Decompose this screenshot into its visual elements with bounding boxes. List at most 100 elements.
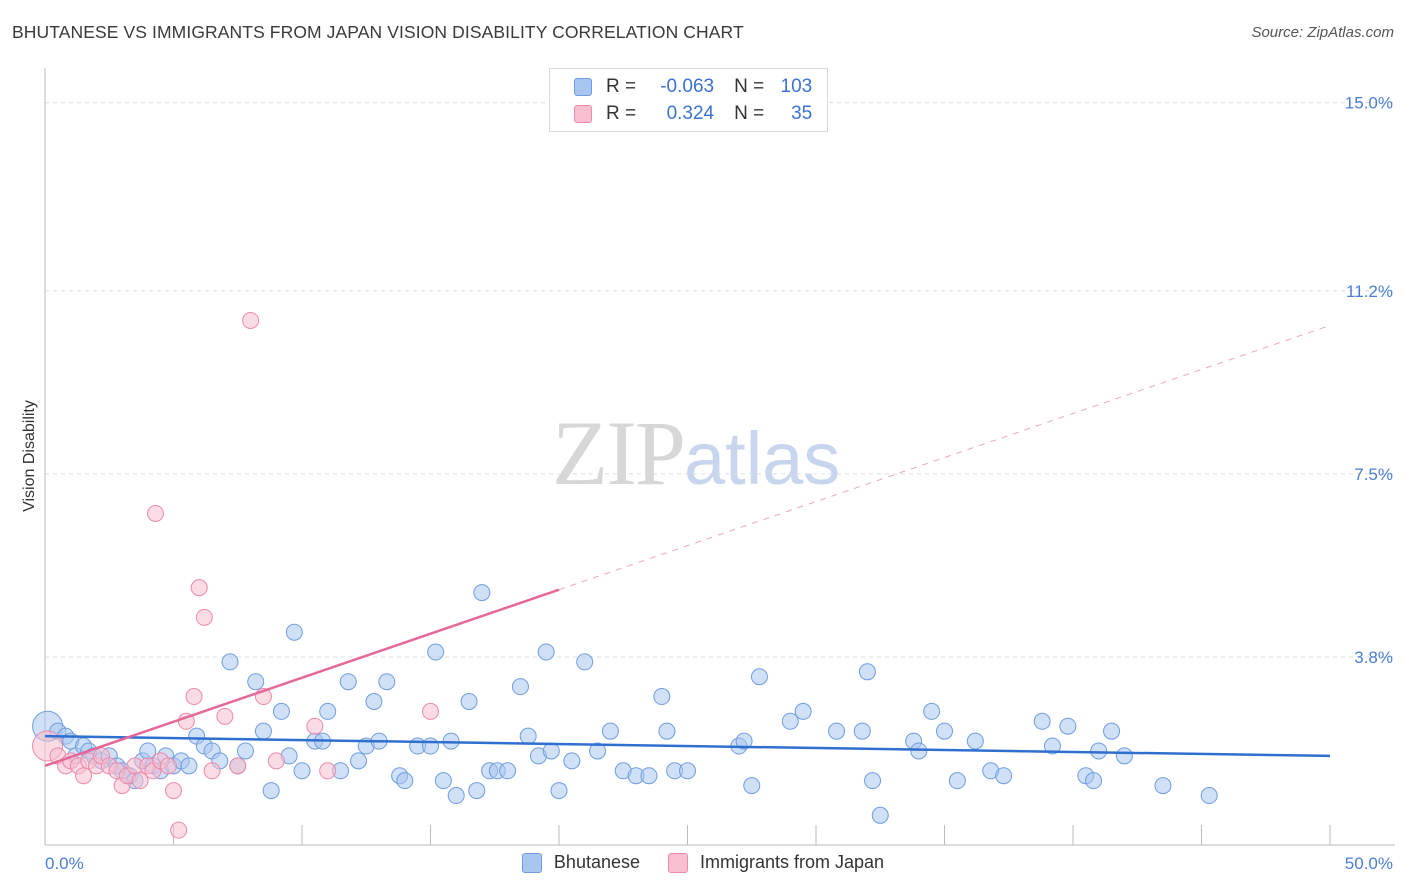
legend-n-value: 103 bbox=[780, 76, 813, 97]
bhutanese-point bbox=[427, 643, 445, 661]
bhutanese-point bbox=[781, 712, 799, 730]
bhutanese-point bbox=[936, 722, 953, 740]
bhutanese-point bbox=[640, 767, 658, 785]
bhutanese-point bbox=[434, 772, 452, 790]
bhutanese-point bbox=[180, 757, 198, 775]
bhutanese-point bbox=[499, 762, 517, 780]
bhutanese-point bbox=[236, 742, 254, 760]
bhutanese-point bbox=[743, 777, 761, 795]
bhutanese-point bbox=[948, 772, 966, 790]
bhutanese-point bbox=[750, 668, 768, 686]
bhutanese-point bbox=[460, 692, 478, 710]
bhutanese-point bbox=[519, 727, 537, 745]
y-tick-label: 15.0% bbox=[1345, 94, 1393, 113]
bhutanese-point bbox=[1200, 787, 1218, 805]
bhutanese-point bbox=[422, 737, 439, 755]
bhutanese-point bbox=[350, 752, 368, 770]
japan-point bbox=[267, 752, 285, 770]
bhutanese-point bbox=[1154, 777, 1172, 795]
legend-swatch-bhutanese bbox=[574, 78, 592, 96]
japan-point bbox=[195, 608, 213, 626]
bhutanese-point bbox=[828, 722, 846, 740]
bhutanese-point bbox=[1043, 737, 1061, 755]
bhutanese-point bbox=[576, 653, 594, 671]
legend-r-value: 0.324 bbox=[666, 103, 715, 124]
japan-point bbox=[185, 688, 203, 706]
bhutanese-point bbox=[923, 702, 941, 720]
bhutanese-point bbox=[853, 722, 871, 740]
bhutanese-point bbox=[589, 742, 607, 760]
bhutanese-point bbox=[247, 673, 265, 691]
stats-legend: R = -0.063 N = 103 R = 0.324 N = 35 bbox=[549, 68, 828, 132]
bhutanese-point bbox=[794, 702, 812, 720]
bhutanese-point bbox=[378, 673, 396, 691]
bhutanese-point bbox=[272, 702, 290, 720]
bhutanese-point bbox=[601, 722, 619, 740]
japan-point bbox=[75, 767, 93, 785]
watermark-zip: ZIP bbox=[552, 402, 686, 504]
legend-r-label: R = bbox=[606, 103, 637, 124]
japan-point bbox=[170, 821, 188, 839]
bhutanese-point bbox=[319, 702, 337, 720]
bhutanese-point bbox=[966, 732, 984, 750]
japan-point bbox=[203, 762, 221, 780]
japan-trendline-extension bbox=[558, 324, 1331, 591]
bhutanese-point bbox=[910, 742, 928, 760]
legend-r-value: -0.063 bbox=[660, 76, 715, 97]
bhutanese-point bbox=[396, 772, 414, 790]
bhutanese-point bbox=[1085, 772, 1103, 790]
x-tick-label: 0.0% bbox=[45, 854, 84, 873]
watermark-atlas: atlas bbox=[684, 417, 841, 500]
bhutanese-point bbox=[1090, 742, 1108, 760]
japan-point bbox=[159, 757, 177, 775]
japan-point bbox=[147, 504, 165, 522]
x-tick-label: 50.0% bbox=[1345, 854, 1393, 873]
legend-n-label: N = bbox=[734, 103, 765, 124]
bhutanese-point bbox=[1033, 712, 1051, 730]
japan-point bbox=[319, 762, 337, 780]
bhutanese-point bbox=[653, 688, 671, 706]
bhutanese-point bbox=[563, 752, 581, 770]
japan-point bbox=[190, 579, 208, 597]
japan-point bbox=[229, 757, 247, 775]
bhutanese-point bbox=[221, 653, 239, 671]
legend-swatch-japan bbox=[574, 105, 592, 123]
bhutanese-point bbox=[1115, 747, 1133, 765]
series-label-bhutanese: Bhutanese bbox=[553, 852, 640, 872]
japan-point bbox=[216, 707, 234, 725]
y-axis-label: Vision Disability bbox=[21, 400, 38, 512]
bhutanese-point bbox=[871, 806, 889, 824]
chart-source: Source: ZipAtlas.com bbox=[1251, 24, 1394, 41]
y-tick-label: 3.8% bbox=[1354, 648, 1393, 667]
bhutanese-point bbox=[995, 767, 1013, 785]
japan-point bbox=[422, 702, 439, 720]
legend-n-value: 35 bbox=[791, 103, 813, 124]
bhutanese-point bbox=[1103, 722, 1121, 740]
bhutanese-point bbox=[679, 762, 696, 780]
bhutanese-point bbox=[858, 663, 876, 681]
bhutanese-point bbox=[447, 787, 465, 805]
bhutanese-point bbox=[468, 782, 486, 800]
japan-point bbox=[306, 717, 324, 735]
series-legend-japan[interactable]: Immigrants from Japan bbox=[668, 852, 884, 873]
series-legend-bhutanese[interactable]: Bhutanese bbox=[521, 852, 640, 873]
japan-trendline bbox=[44, 588, 560, 768]
bhutanese-point bbox=[550, 782, 568, 800]
bhutanese-point bbox=[658, 722, 676, 740]
legend-r-label: R = bbox=[606, 76, 637, 97]
bhutanese-point bbox=[293, 762, 311, 780]
bhutanese-point bbox=[285, 623, 303, 641]
legend-row-bhutanese: R = -0.063 N = 103 bbox=[574, 75, 812, 99]
bhutanese-point bbox=[537, 643, 555, 661]
bhutanese-point bbox=[735, 732, 753, 750]
japan-point bbox=[165, 782, 182, 800]
series-swatch-bhutanese bbox=[521, 852, 542, 873]
series-label-japan: Immigrants from Japan bbox=[700, 852, 885, 872]
legend-row-japan: R = 0.324 N = 35 bbox=[574, 102, 812, 126]
series-swatch-japan bbox=[668, 852, 688, 873]
japan-point bbox=[131, 772, 149, 790]
bhutanese-point bbox=[365, 692, 383, 710]
watermark: ZIPatlas bbox=[552, 400, 840, 506]
y-tick-label: 7.5% bbox=[1354, 465, 1393, 484]
